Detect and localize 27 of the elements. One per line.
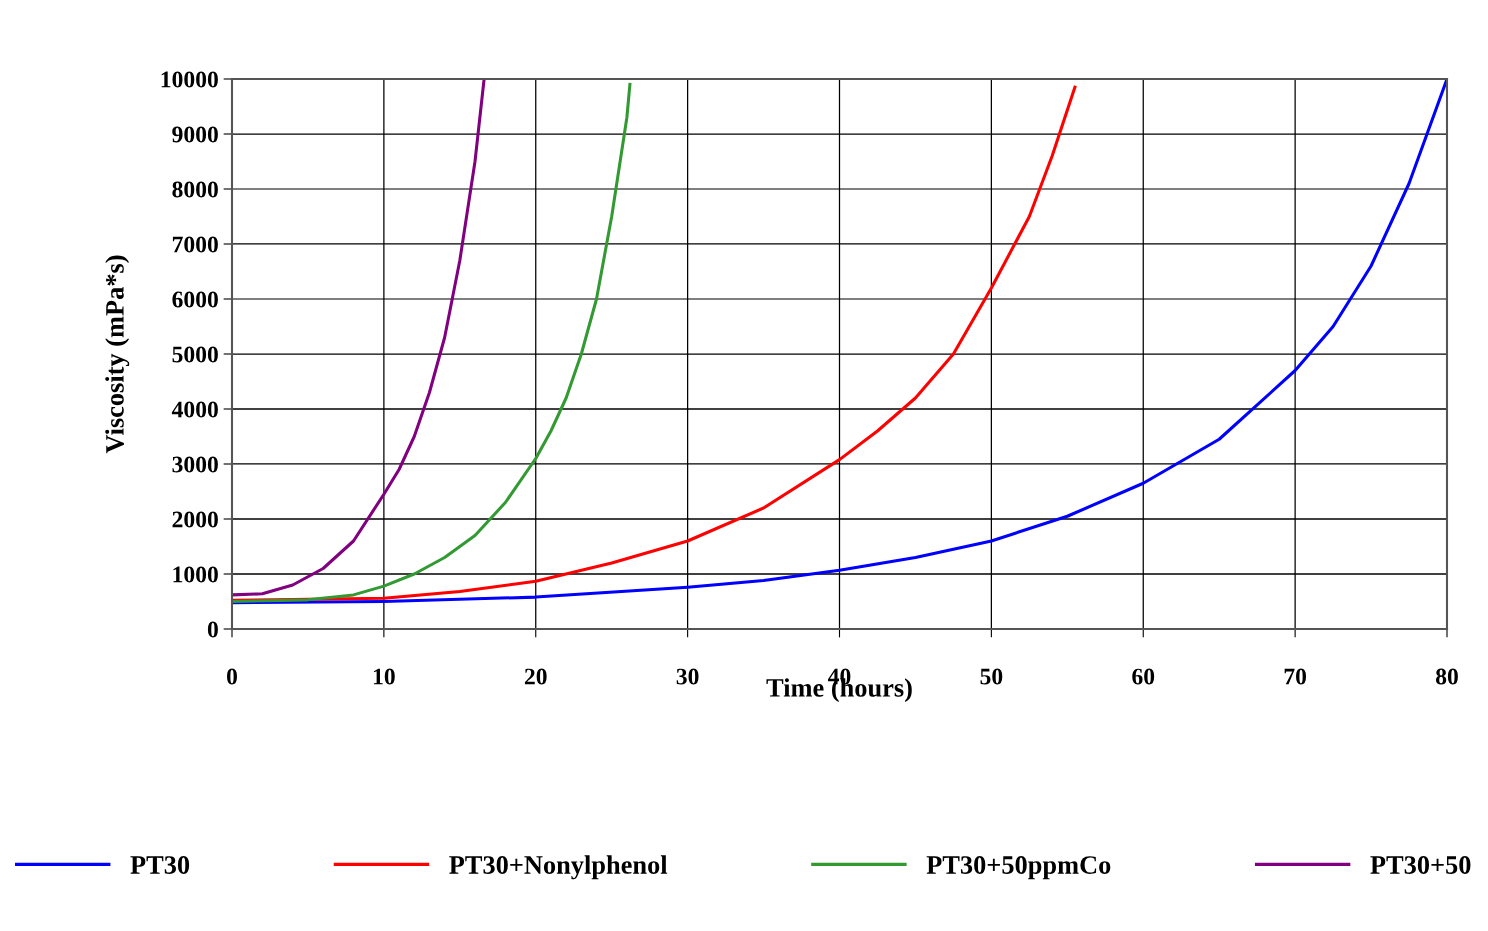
legend-label: PT30+Nonylphenol: [449, 855, 668, 880]
y-tick-label: 0: [207, 621, 218, 638]
line-series: [232, 85, 1077, 602]
legend-label: PT30+50ppmCo: [926, 856, 1111, 880]
x-tick-label: 0: [227, 668, 237, 685]
y-tick-label: 8000: [172, 181, 218, 198]
line-series: [232, 79, 486, 597]
y-tick-label: 1000: [173, 566, 218, 583]
y-tick-label: 5000: [172, 346, 218, 363]
legend-label: PT30+50: [1370, 856, 1471, 874]
line-series: [232, 82, 632, 604]
legend-label: PT30: [130, 856, 190, 874]
x-tick-label: 60: [1132, 668, 1155, 685]
y-tick-label: 9000: [172, 126, 218, 143]
x-tick-label: 50: [980, 668, 1003, 685]
y-tick-label: 4000: [171, 401, 218, 418]
x-tick-label: 80: [1435, 668, 1458, 685]
x-tick-label: 70: [1284, 668, 1307, 685]
y-axis-title: Viscosity (mPa*s): [105, 255, 130, 454]
y-tick-label: 6000: [172, 291, 218, 308]
y-tick-label: 3000: [172, 456, 218, 473]
y-tick-label: 7000: [172, 236, 218, 253]
y-tick-label: 2000: [172, 511, 218, 528]
x-tick-label: 10: [373, 668, 395, 685]
x-tick-label: 20: [524, 668, 547, 685]
y-tick-label: 10000: [161, 71, 218, 88]
x-tick-label: 30: [676, 668, 699, 685]
